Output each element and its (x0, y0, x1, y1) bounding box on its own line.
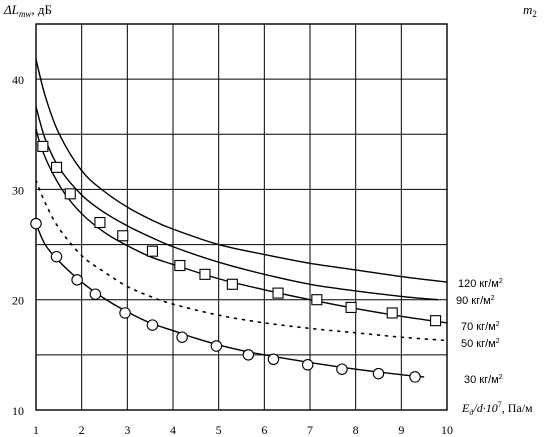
series-point-square (174, 259, 186, 272)
y-axis-title: ΔLmw, дБ (3, 2, 52, 19)
series-point-circle (119, 307, 131, 319)
series-point-square (146, 245, 158, 257)
series-label-50-sup: 2 (496, 338, 500, 345)
series-point-circle (176, 331, 188, 343)
series-point-circle (242, 349, 255, 361)
series-point-square (345, 301, 357, 313)
series-label-120-sup: 2 (499, 278, 503, 285)
y-axis-title-main: ΔL (3, 2, 19, 17)
legend-title-main: m (523, 2, 532, 17)
x-tick-label: 7 (307, 423, 313, 437)
series-point-circle (336, 363, 348, 375)
series-point-square (37, 140, 49, 152)
series-line-1 (35, 106, 438, 301)
plot-frame (35, 23, 448, 411)
series-point-circle (50, 250, 63, 263)
series-label-120: 120 кг/м2 (458, 278, 503, 290)
series-label-30-main: 30 кг/м (464, 374, 499, 386)
y-tick-label: 20 (12, 294, 24, 308)
series-line-3 (35, 179, 448, 342)
x-tick-label: 1 (33, 423, 39, 437)
series-point-circle (71, 274, 83, 286)
x-tick-label: 9 (398, 423, 404, 437)
series-point-circle (409, 371, 421, 383)
x-axis-title-mid: /d·10 (472, 401, 497, 415)
x-tick-label: 2 (79, 423, 85, 437)
x-axis-title: Eд/d·107, Па/м (461, 400, 533, 417)
series-point-square (50, 161, 63, 173)
series-label-90: 90 кг/м2 (456, 295, 495, 307)
series-label-50: 50 кг/м2 (461, 338, 500, 350)
series-point-square (430, 315, 442, 327)
x-axis-title-unit: , Па/м (502, 401, 533, 415)
series-point-square (226, 278, 238, 290)
x-tick-label: 4 (170, 423, 176, 437)
series-point-circle (372, 367, 385, 380)
y-axis-title-unit: , дБ (31, 2, 52, 17)
series-point-square (64, 188, 76, 200)
series-label-70-sup: 2 (496, 321, 500, 328)
x-tick-label: 5 (216, 423, 222, 437)
series-point-square (199, 268, 211, 280)
x-tick-label: 3 (124, 423, 130, 437)
series-label-50-main: 50 кг/м (461, 338, 496, 350)
series-point-circle (89, 288, 102, 300)
y-axis-title-sub: mw (19, 9, 32, 19)
marker-layer (30, 140, 442, 383)
x-axis-title-main: E (461, 401, 470, 415)
series-point-circle (301, 359, 314, 371)
series-point-square (94, 216, 106, 229)
series-line-0 (35, 59, 448, 283)
series-point-circle (267, 353, 280, 366)
series-point-circle (210, 340, 223, 352)
tick-layer: 1 2 3 4 5 6 7 8 9 10 10 20 30 40 (12, 73, 453, 437)
series-label-90-main: 90 кг/м (456, 295, 491, 307)
series-label-30: 30 кг/м2 (464, 374, 503, 386)
y-tick-label: 10 (12, 404, 24, 418)
series-point-circle (30, 217, 42, 230)
x-tick-label: 8 (353, 423, 359, 437)
series-point-square (386, 307, 398, 319)
series-point-square (272, 287, 284, 299)
series-line-4 (35, 223, 425, 378)
x-axis-title-sub: д (469, 408, 473, 417)
x-tick-label: 10 (441, 423, 453, 437)
x-axis-title-sup: 7 (498, 400, 502, 409)
y-tick-label: 40 (12, 73, 24, 87)
series-point-square (117, 230, 129, 242)
x-tick-label: 6 (261, 423, 267, 437)
series-label-70-main: 70 кг/м (461, 321, 496, 333)
series-label-30-sup: 2 (499, 374, 503, 381)
series-label-120-main: 120 кг/м (458, 278, 499, 290)
series-label-70: 70 кг/м2 (461, 321, 500, 333)
series-point-square (311, 294, 323, 306)
series-point-circle (146, 319, 159, 331)
legend-title: m2 (523, 2, 537, 19)
legend-title-sub: 2 (532, 9, 537, 19)
y-tick-label: 30 (12, 183, 24, 197)
series-label-90-sup: 2 (491, 295, 495, 302)
